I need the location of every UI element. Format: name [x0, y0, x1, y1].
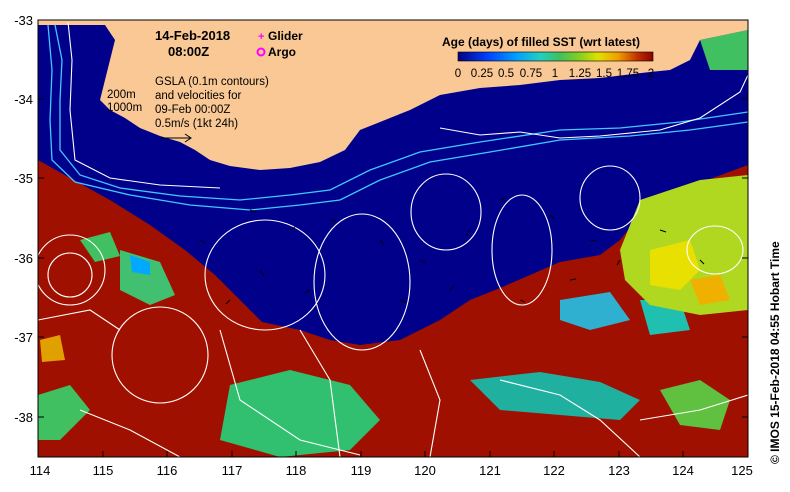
- glider-marker-icon: +: [258, 31, 264, 43]
- x-tick-label: 115: [93, 463, 114, 478]
- gsla-annotation-line: and velocities for: [155, 90, 241, 102]
- y-axis: [38, 19, 748, 418]
- plot-frame: [37, 19, 749, 458]
- glider-label: Glider: [268, 29, 303, 43]
- sst-patch: [470, 372, 640, 420]
- sst-patch: [38, 385, 90, 440]
- sst-patch: [220, 370, 380, 457]
- colorbar: [457, 51, 654, 62]
- colorbar-tick-label: 1.75: [617, 68, 639, 80]
- x-axis: [37, 451, 749, 457]
- colorbar-tick-label: 0.25: [471, 68, 493, 80]
- y-tick-label: -38: [14, 410, 33, 425]
- colorbar-tick-label: 0: [455, 68, 461, 80]
- velocity-scale-arrow-icon: [160, 133, 192, 143]
- sst-patch: [40, 335, 65, 362]
- sst-patch: [560, 292, 630, 330]
- y-tick-label: -36: [14, 251, 33, 266]
- colorbar-tick-label: 0.5: [498, 68, 514, 80]
- x-tick-label: 123: [608, 463, 630, 478]
- y-tick-label: -34: [14, 92, 33, 107]
- credit-label: © IMOS 15-Feb-2018 04:55 Hobart Time: [768, 241, 782, 464]
- sst-patch-yellow: [690, 275, 730, 305]
- gsla-annotation-line: 0.5m/s (1kt 24h): [155, 118, 238, 130]
- x-tick-label: 125: [731, 463, 753, 478]
- gsla-contours: [38, 21, 748, 457]
- colorbar-tick-label: 1.5: [596, 68, 612, 80]
- sst-patch: [660, 380, 730, 430]
- colorbar-tick-label: 0.75: [520, 68, 542, 80]
- colorbar-tick-label: 2: [648, 68, 654, 80]
- isobath-200m: [54, 24, 748, 201]
- x-tick-label: 124: [672, 463, 694, 478]
- y-tick-label: -35: [14, 171, 33, 186]
- x-tick-label: 121: [479, 463, 501, 478]
- time-label: 08:00Z: [168, 44, 209, 59]
- sst-patch: [130, 255, 150, 275]
- x-tick-label: 114: [30, 463, 51, 478]
- argo-marker-icon: [256, 47, 266, 57]
- isobath-200m-label: 200m: [107, 89, 136, 101]
- plot-area: [38, 20, 748, 457]
- colorbar-title: Age (days) of filled SST (wrt latest): [442, 35, 640, 49]
- date-label: 14-Feb-2018: [155, 28, 230, 43]
- x-tick-label: 118: [286, 463, 307, 478]
- gsla-annotation-line: 09-Feb 00:00Z: [155, 104, 230, 116]
- x-tick-label: 117: [222, 463, 243, 478]
- velocity-vectors: [199, 197, 705, 305]
- x-tick-label: 122: [543, 463, 565, 478]
- gsla-annotation-line: GSLA (0.1m contours): [155, 76, 269, 88]
- sst-patch-green: [700, 30, 748, 70]
- sst-patch: [80, 232, 120, 262]
- y-tick-label: -37: [14, 330, 33, 345]
- isobath-1000m-label: 1000m: [107, 102, 142, 114]
- x-tick-label: 119: [351, 463, 372, 478]
- x-tick-label: 120: [414, 463, 436, 478]
- colorbar-tick-label: 1.25: [569, 68, 591, 80]
- x-tick-label: 116: [157, 463, 178, 478]
- colorbar-tick-label: 1: [552, 68, 558, 80]
- argo-label: Argo: [268, 45, 296, 59]
- isobath-1000m: [47, 24, 748, 211]
- y-tick-label: -33: [14, 13, 33, 28]
